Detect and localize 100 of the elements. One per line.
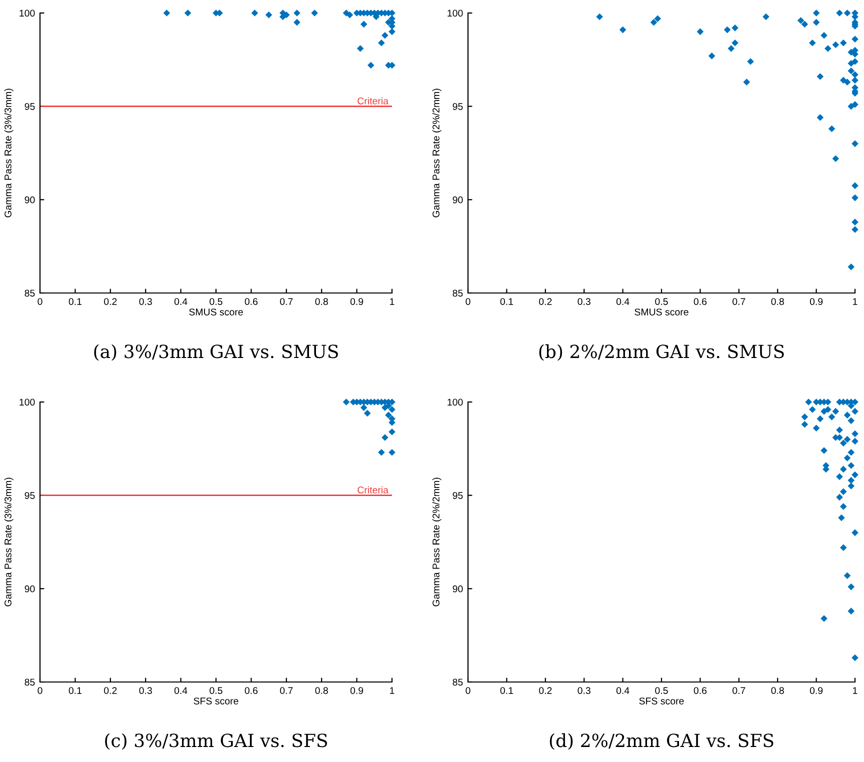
point: [163, 10, 170, 16]
x-tick-label: 1: [390, 298, 394, 305]
point: [848, 67, 855, 74]
y-tick-label: 100: [448, 398, 463, 406]
y-tick-label: 100: [20, 398, 35, 406]
point: [836, 10, 843, 16]
x-tick-label: 0.4: [616, 298, 630, 305]
point: [852, 58, 858, 65]
point: [832, 41, 840, 48]
y-axis-title: Gamma Pass Rate (2%/2mm): [432, 478, 442, 606]
point: [708, 52, 716, 60]
y-tick-label: 85: [24, 678, 35, 686]
x-tick-label: 0.4: [174, 687, 188, 694]
point: [852, 76, 858, 84]
y-tick-label: 100: [20, 10, 35, 17]
point: [696, 28, 704, 36]
point: [801, 414, 808, 420]
ref-line-label: Criteria: [358, 486, 388, 494]
point: [360, 404, 368, 411]
x-tick-label: 0.7: [732, 298, 746, 305]
point: [812, 424, 820, 432]
point: [820, 32, 828, 39]
text: (b) 2%/2mm GAI vs. SMUS: [539, 344, 784, 361]
y-tick-label: 95: [24, 103, 35, 110]
x-tick-label: 0.2: [104, 298, 117, 305]
point: [852, 654, 858, 662]
y-tick-label: 95: [24, 492, 35, 499]
point: [346, 11, 354, 18]
point: [832, 408, 840, 415]
point: [654, 15, 662, 22]
point: [251, 10, 258, 16]
point: [801, 421, 808, 428]
point: [844, 412, 851, 418]
point: [840, 466, 847, 473]
x-tick-label: 0.1: [68, 687, 82, 694]
x-tick-label: 0.8: [771, 298, 784, 305]
point: [848, 417, 855, 424]
x-tick-label: 0.3: [139, 687, 152, 694]
x-tick-label: 0.5: [655, 687, 668, 694]
point: [848, 608, 855, 614]
point: [836, 426, 843, 434]
point: [367, 62, 374, 69]
point: [844, 10, 851, 16]
x-tick-label: 0.1: [500, 298, 513, 305]
point: [809, 39, 816, 46]
y-tick-label: 90: [24, 585, 35, 592]
x-axis-title: SMUS score: [189, 308, 243, 316]
point: [840, 544, 847, 551]
x-tick-label: 0.9: [810, 298, 823, 305]
point: [360, 20, 368, 28]
point: [848, 263, 855, 270]
point: [747, 58, 754, 65]
point: [294, 18, 300, 26]
x-tick-label: 0.8: [315, 687, 328, 694]
x-tick-label: 0.6: [694, 687, 707, 694]
point: [852, 529, 858, 536]
point: [388, 406, 396, 413]
x-tick-label: 0.5: [210, 298, 222, 305]
point: [852, 218, 858, 226]
point: [852, 182, 858, 190]
point: [311, 10, 318, 16]
point: [385, 412, 392, 418]
point: [852, 140, 858, 148]
x-tick-label: 0.5: [655, 298, 668, 305]
point: [852, 36, 858, 43]
point: [378, 449, 385, 456]
point: [832, 155, 840, 162]
point: [828, 125, 836, 132]
point: [852, 408, 858, 415]
point: [388, 28, 396, 36]
text: (c) 3%/3mm GAI vs. SFS: [105, 733, 328, 750]
point: [812, 18, 820, 26]
y-tick-label: 85: [24, 290, 35, 297]
point: [265, 11, 272, 18]
point: [824, 45, 832, 52]
point: [619, 26, 626, 34]
point: [844, 78, 851, 86]
point: [848, 449, 855, 456]
point: [852, 101, 858, 108]
x-tick-label: 0.8: [771, 687, 784, 694]
point: [852, 194, 858, 202]
point: [388, 428, 396, 436]
point: [762, 13, 770, 20]
x-tick-label: 0.3: [139, 298, 152, 305]
point: [342, 398, 350, 406]
point: [852, 430, 858, 438]
point: [382, 32, 388, 39]
x-tick-label: 0.2: [104, 687, 117, 694]
text: (a) 3%/3mm GAI vs. SMUS: [94, 344, 338, 361]
point: [844, 436, 851, 443]
point: [184, 10, 192, 16]
point: [838, 514, 845, 522]
y-tick-label: 100: [448, 10, 463, 17]
point: [596, 13, 603, 20]
point: [824, 406, 832, 413]
point: [820, 408, 828, 415]
point: [848, 477, 855, 484]
x-tick-label: 0.2: [539, 298, 552, 305]
x-axis-title: SFS score: [639, 698, 684, 704]
point: [801, 20, 808, 28]
